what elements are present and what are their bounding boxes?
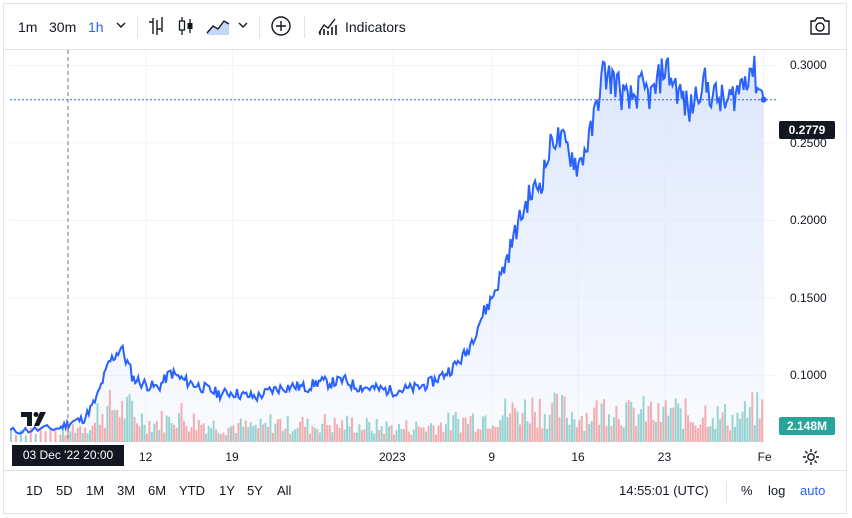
toolbar-divider [137,16,138,38]
top-toolbar: 1m 30m 1h Indicators [4,4,846,50]
range-1y[interactable]: 1Y [219,483,235,498]
indicators-icon[interactable] [317,15,339,42]
candlestick-icon[interactable] [177,15,195,42]
last-price-label: 0.2779 [779,121,835,139]
toolbar-divider [304,16,305,38]
range-5d[interactable]: 5D [56,483,73,498]
settings-icon[interactable] [802,448,820,471]
range-1m[interactable]: 1M [86,483,105,498]
time-tick-label: 23 [657,450,672,464]
time-tick-label: Fe [757,450,772,464]
clock-time[interactable]: 14:55:01 (UTC) [619,483,709,498]
price-tick-label: 0.2500 [790,135,827,150]
interval-30m[interactable]: 30m [49,19,77,35]
area-chart-icon[interactable] [206,15,230,42]
price-tick-label: 0.2000 [790,213,827,228]
percent-toggle[interactable]: % [741,483,753,498]
time-tick-label: 19 [225,450,239,464]
time-tick-label: 16 [571,450,585,464]
indicators-button[interactable]: Indicators [345,19,406,35]
time-tick-label: 2023 [379,450,406,464]
interval-1h[interactable]: 1h [88,19,104,35]
range-all[interactable]: All [277,483,292,498]
chevron-down-icon[interactable] [237,18,249,36]
bar-chart-icon[interactable] [148,15,166,42]
toolbar-divider [726,481,727,503]
range-ytd[interactable]: YTD [179,483,205,498]
price-tick-label: 0.1500 [790,290,827,305]
time-tick-label: 9 [488,450,496,464]
plus-circle-icon[interactable] [270,15,292,42]
auto-toggle[interactable]: auto [800,483,826,498]
camera-icon[interactable] [808,15,832,42]
range-5y[interactable]: 5Y [247,483,263,498]
price-tick-label: 0.1000 [790,368,827,383]
last-price-dot [760,96,767,103]
tradingview-logo[interactable] [20,408,48,430]
price-line [10,55,765,435]
chart-plot-area[interactable] [10,50,776,442]
log-toggle[interactable]: log [768,483,786,498]
volume-label: 2.148M [779,417,835,435]
range-6m[interactable]: 6M [148,483,167,498]
interval-1m[interactable]: 1m [18,19,38,35]
chevron-down-icon[interactable] [115,18,127,36]
crosshair-time-label: 03 Dec '22 20:00 [12,445,124,466]
time-tick-label: 12 [138,450,153,464]
range-3m[interactable]: 3M [117,483,136,498]
bottom-toolbar: 1D 5D 1M 3M 6M YTD 1Y 5Y All 14:55:01 (U… [4,470,846,514]
price-tick-label: 0.3000 [790,58,827,73]
range-1d[interactable]: 1D [26,483,43,498]
chart-widget [3,3,847,514]
toolbar-divider [259,16,260,38]
price-area [10,55,764,442]
